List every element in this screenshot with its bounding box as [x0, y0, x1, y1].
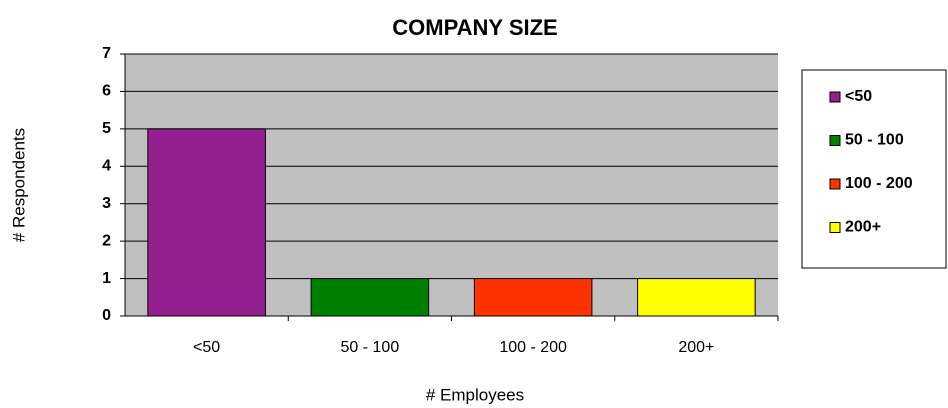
y-axis-label: # Respondents: [9, 128, 28, 242]
bar: [473, 278, 593, 317]
bar: [637, 278, 756, 317]
y-tick-label: 3: [102, 195, 111, 212]
x-tick-label: 50 - 100: [341, 339, 400, 356]
legend-swatch: [829, 222, 841, 233]
x-tick-label: 200+: [678, 339, 714, 356]
legend-swatch: [829, 178, 841, 190]
y-tick-label: 7: [102, 45, 111, 62]
y-tick-label: 2: [102, 232, 111, 249]
legend-label: 200+: [845, 219, 881, 236]
y-tick-label: 1: [102, 270, 111, 287]
legend: [801, 69, 947, 269]
bar: [147, 128, 266, 317]
y-tick-label: 5: [102, 120, 111, 137]
legend-swatch: [829, 91, 841, 103]
legend-label: 50 - 100: [845, 132, 904, 149]
legend-swatch: [829, 135, 841, 146]
x-tick-label: <50: [193, 339, 220, 356]
chart-title: COMPANY SIZE: [392, 15, 557, 40]
bar: [310, 278, 430, 317]
x-axis-label: # Employees: [426, 385, 524, 404]
y-tick-label: 0: [102, 307, 111, 324]
legend-label: 100 - 200: [845, 175, 913, 192]
legend-label: <50: [845, 88, 872, 105]
x-tick-label: 100 - 200: [499, 339, 567, 356]
y-tick-label: 4: [102, 158, 111, 175]
y-tick-label: 6: [102, 83, 111, 100]
